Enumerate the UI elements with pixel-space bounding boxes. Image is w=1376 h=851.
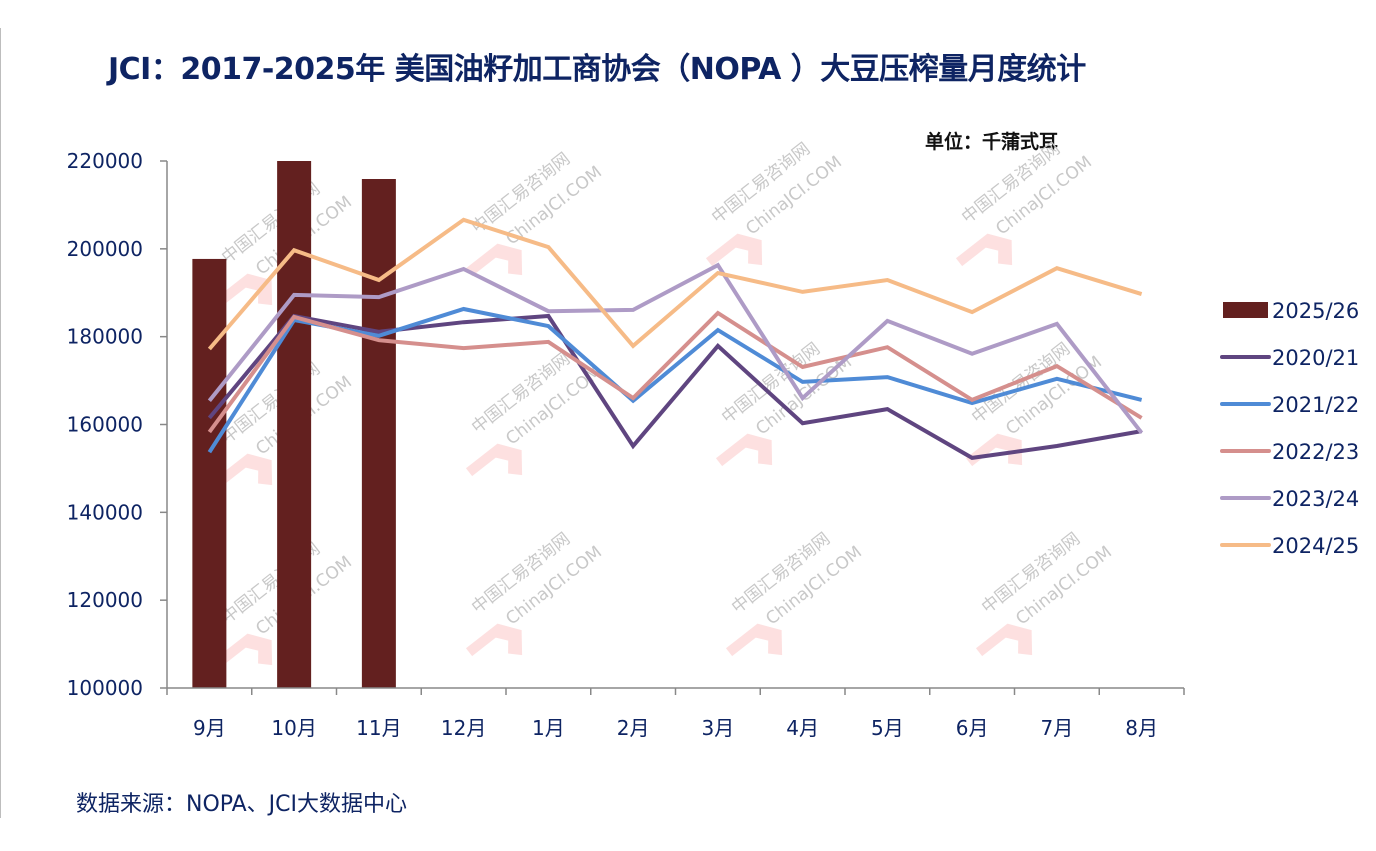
watermark-logo-icon <box>725 623 783 657</box>
y-tick-label: 220000 <box>67 149 143 173</box>
x-tick-label: 5月 <box>871 716 904 740</box>
x-tick-label: 1月 <box>532 716 565 740</box>
x-tick-label: 10月 <box>271 716 316 740</box>
line-2020-21 <box>207 313 1142 460</box>
line-series <box>207 217 1144 460</box>
line-2023-24 <box>207 262 1144 435</box>
x-tick-label: 7月 <box>1041 716 1074 740</box>
y-tick-label: 160000 <box>67 413 143 437</box>
legend-label: 2023/24 <box>1272 487 1359 511</box>
legend-label: 2025/26 <box>1272 299 1359 323</box>
unit-label: 单位：千蒲式耳 <box>925 131 1059 153</box>
source-note: 数据来源：NOPA、JCI大数据中心 <box>76 792 408 817</box>
x-tick-label: 9月 <box>193 716 226 740</box>
x-tick-label: 11月 <box>356 716 401 740</box>
left-border <box>0 28 1 818</box>
watermark-logo-icon <box>705 233 763 267</box>
legend-swatch-bar <box>1223 302 1268 318</box>
line-2021-22 <box>207 306 1143 454</box>
bar-2025-26-0 <box>192 258 227 688</box>
watermark-logo-icon <box>215 633 273 667</box>
bar-2025-26-2 <box>361 179 396 688</box>
watermark-logo-icon <box>975 623 1033 657</box>
axes: 100000 120000 140000 160000 180000 200000 2200… <box>67 149 1185 740</box>
chart-title: JCI：2017-2025年 美国油籽加工商协会（NOPA ）大豆压榨量月度统计 <box>108 52 1086 87</box>
y-tick-label: 180000 <box>67 325 143 349</box>
legend-label: 2021/22 <box>1272 393 1359 417</box>
x-tick-label: 6月 <box>956 716 989 740</box>
x-tick-label: 3月 <box>702 716 735 740</box>
watermark-logo-icon <box>215 273 273 307</box>
legend: 2025/26 2020/21 2021/22 2022/23 2023/24 2024/… <box>1220 299 1359 558</box>
legend-label: 2020/21 <box>1272 346 1359 370</box>
bar-series <box>192 161 396 688</box>
legend-label: 2024/25 <box>1272 534 1359 558</box>
bar-2025-26-1 <box>277 161 312 688</box>
watermark-logo-icon <box>955 233 1013 267</box>
y-tick-label: 120000 <box>67 588 143 612</box>
y-tick-label: 140000 <box>67 500 143 524</box>
watermark-logo-icon <box>465 623 523 657</box>
legend-label: 2022/23 <box>1272 440 1359 464</box>
x-tick-label: 4月 <box>786 716 819 740</box>
watermark-logo-icon <box>215 453 273 487</box>
y-tick-label: 100000 <box>67 676 143 700</box>
watermark-logo-icon <box>465 443 523 477</box>
watermark-logo-icon <box>715 433 773 467</box>
line-2024-25 <box>207 217 1143 351</box>
x-tick-label: 8月 <box>1125 716 1158 740</box>
y-tick-label: 200000 <box>67 237 143 261</box>
watermark-logo-icon <box>465 243 523 277</box>
line-2022-23 <box>207 310 1143 434</box>
x-tick-label: 2月 <box>617 716 650 740</box>
x-tick-label: 12月 <box>441 716 486 740</box>
